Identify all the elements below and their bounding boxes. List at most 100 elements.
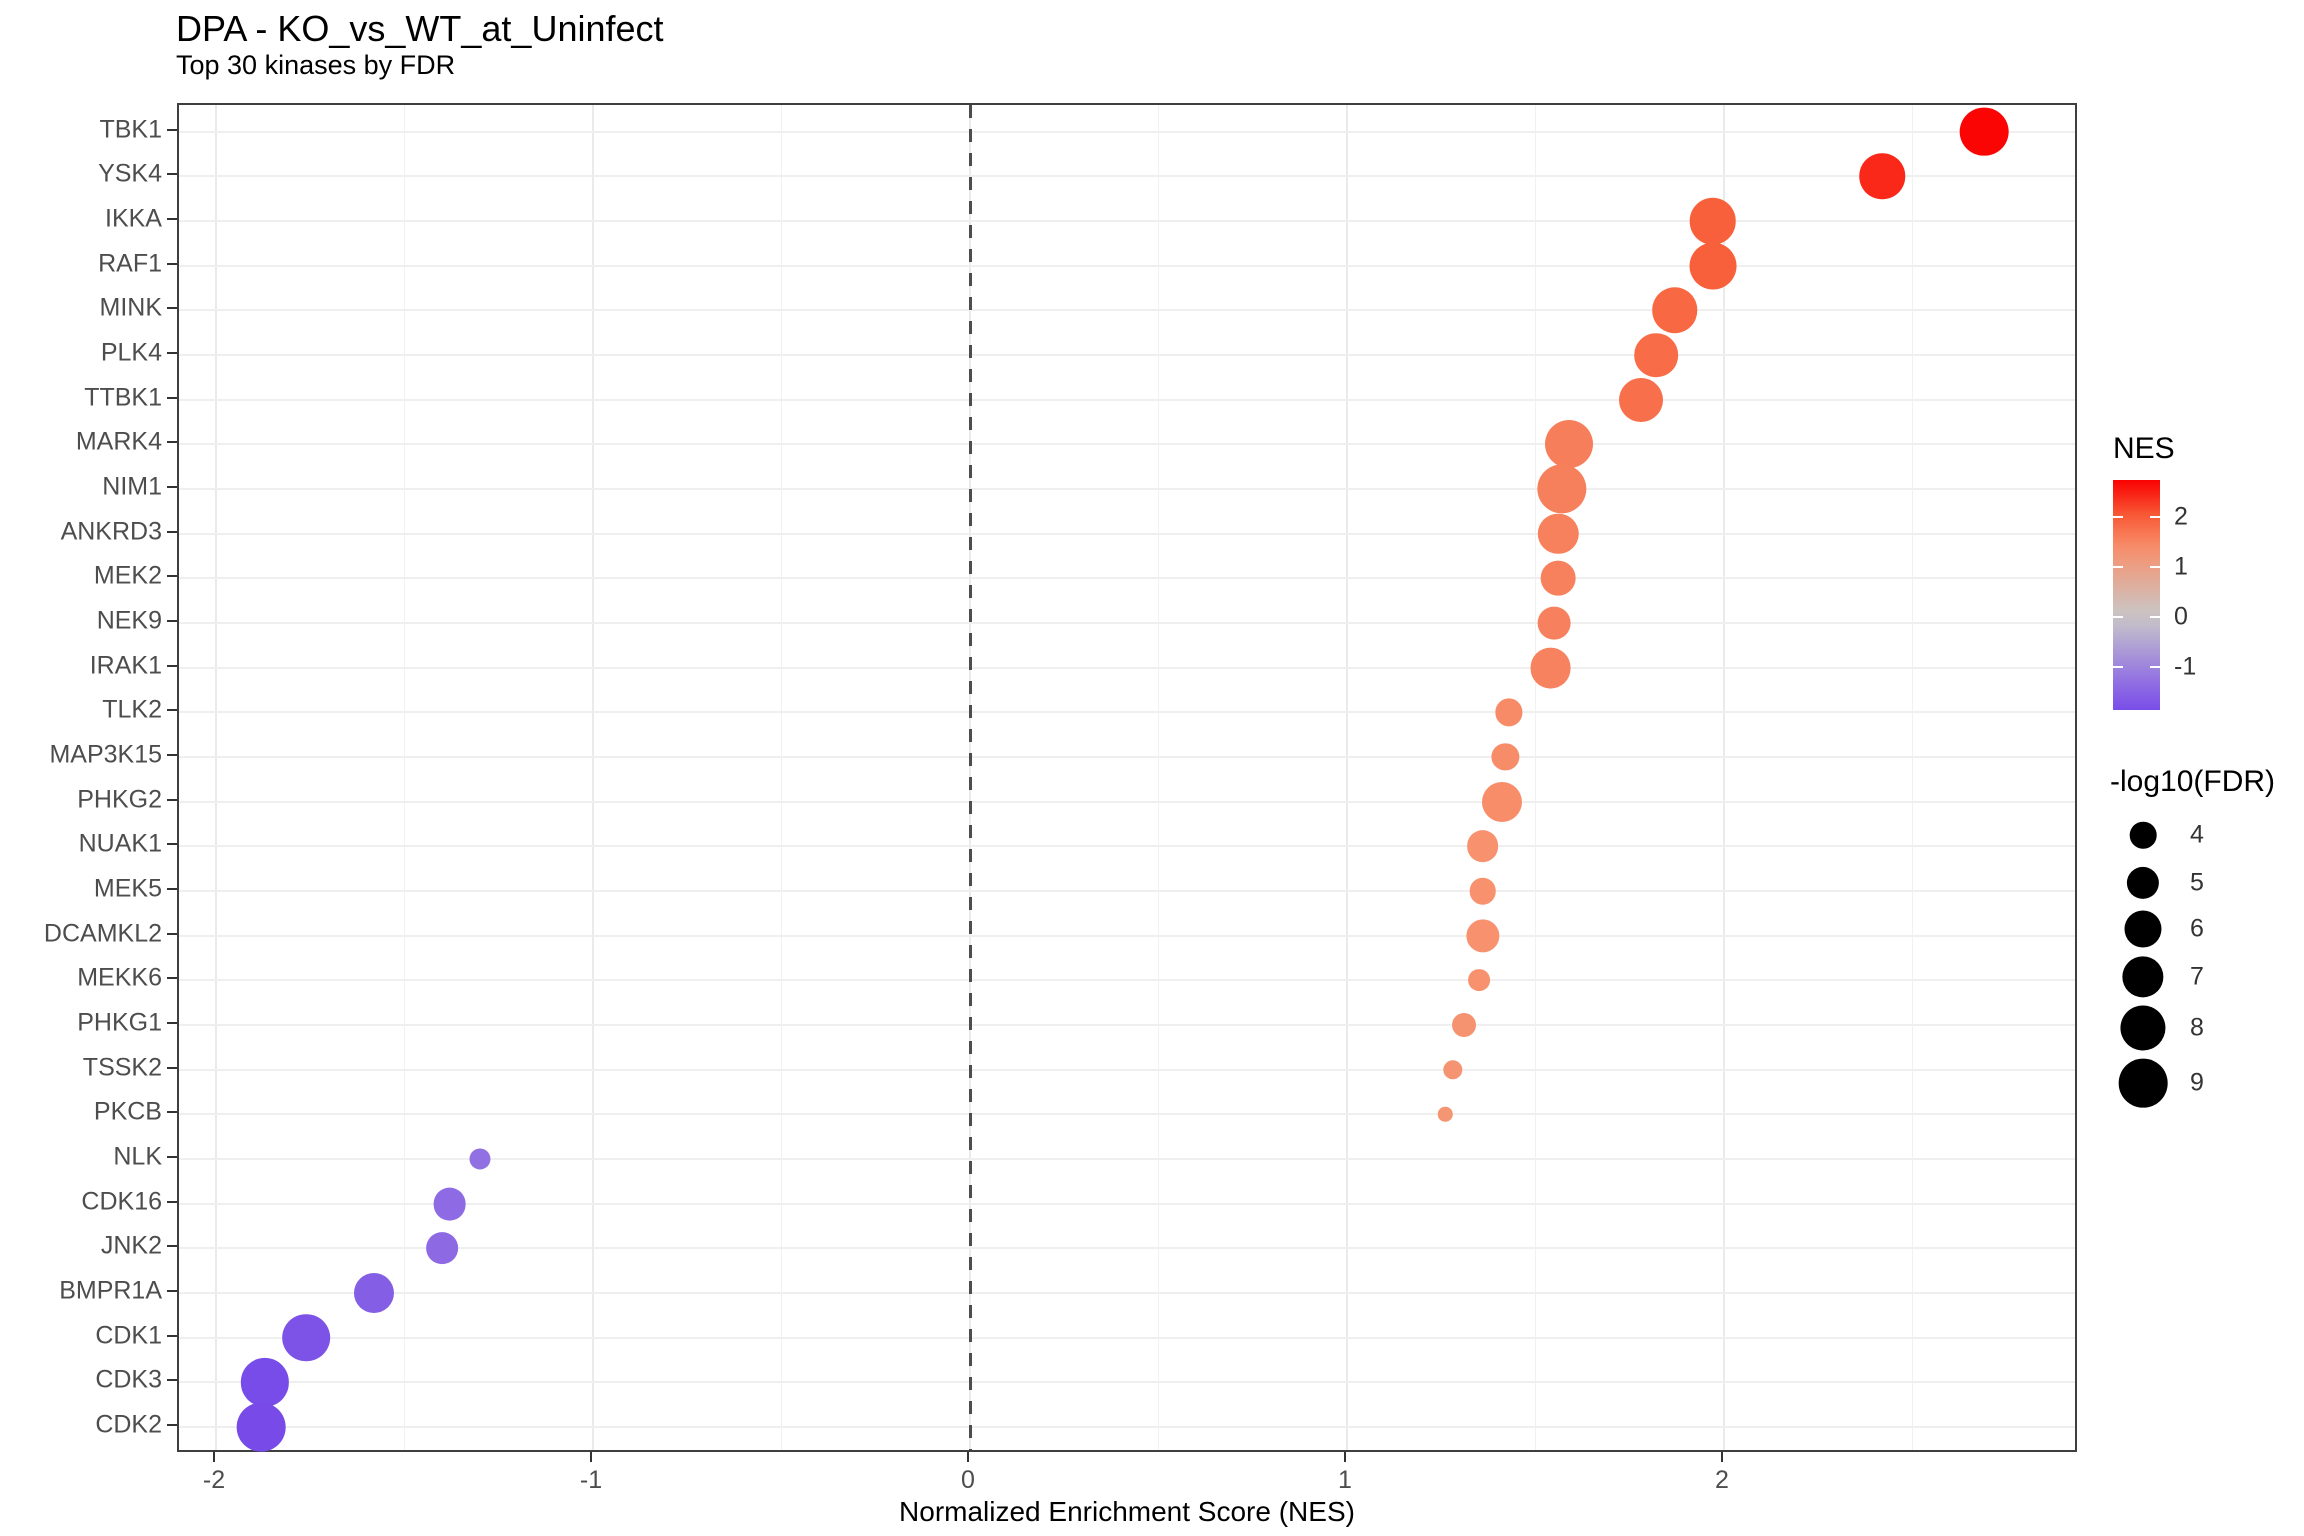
dot-PHKG1 [1451, 1013, 1476, 1038]
x-axis-title: Normalized Enrichment Score (NES) [899, 1496, 1355, 1527]
y-gridline [179, 1158, 2075, 1161]
nes-colorbar [2113, 480, 2160, 710]
fdr-size-key-dot-5 [2126, 866, 2160, 900]
y-axis-label-NUAK1: NUAK1 [78, 829, 162, 858]
dot-NEK9 [1537, 606, 1571, 640]
fdr-legend-title: -log10(FDR) [2110, 765, 2276, 798]
dot-TTBK1 [1619, 377, 1664, 422]
fdr-size-key-dot-7 [2122, 956, 2164, 998]
y-axis-label-PHKG1: PHKG1 [77, 1008, 162, 1037]
dot-CDK3 [240, 1358, 290, 1407]
y-axis-label-ANKRD3: ANKRD3 [60, 517, 162, 546]
y-axis-label-CDK16: CDK16 [81, 1187, 162, 1216]
x-gridline [1157, 105, 1159, 1450]
fdr-size-key-label-6: 6 [2190, 914, 2204, 943]
nes-colorbar-tick-label-0: 0 [2174, 602, 2188, 631]
y-gridline [179, 800, 2075, 803]
plot-subtitle: Top 30 kinases by FDR [176, 50, 456, 80]
dot-MAP3K15 [1491, 743, 1519, 771]
y-gridline [179, 979, 2075, 982]
y-axis-label-MARK4: MARK4 [75, 427, 162, 456]
dot-IKKA [1689, 197, 1736, 245]
nes-colorbar-tick-mark [2150, 566, 2160, 568]
y-axis-label-RAF1: RAF1 [98, 249, 162, 278]
y-tick-mark [167, 1379, 177, 1382]
plot-title: DPA - KO_vs_WT_at_Uninfect [176, 8, 664, 49]
y-gridline [179, 1113, 2075, 1116]
dot-JNK2 [426, 1232, 459, 1265]
y-axis-label-TTBK1: TTBK1 [84, 383, 162, 412]
y-axis-label-PHKG2: PHKG2 [77, 785, 162, 814]
y-tick-mark [167, 1424, 177, 1427]
dot-TBK1 [1959, 107, 2009, 157]
y-axis-label-CDK2: CDK2 [95, 1410, 162, 1439]
y-gridline [179, 890, 2075, 893]
y-gridline [179, 354, 2075, 357]
y-tick-mark [167, 352, 177, 355]
y-axis-label-MEK2: MEK2 [93, 561, 162, 590]
dot-PHKG2 [1481, 781, 1522, 822]
y-axis-label-IRAK1: IRAK1 [89, 651, 162, 680]
dot-PLK4 [1634, 333, 1678, 377]
y-axis-label-PLK4: PLK4 [100, 338, 162, 367]
y-tick-mark [167, 1200, 177, 1203]
y-gridline [179, 1292, 2075, 1295]
x-tick-mark [213, 1452, 215, 1462]
y-tick-mark [167, 620, 177, 623]
y-axis-label-NEK9: NEK9 [96, 606, 162, 635]
dot-NUAK1 [1466, 830, 1499, 863]
x-tick-mark [1721, 1452, 1723, 1462]
y-tick-mark [167, 843, 177, 846]
y-tick-mark [167, 128, 177, 131]
y-tick-mark [167, 888, 177, 891]
y-axis-label-YSK4: YSK4 [98, 159, 162, 188]
y-tick-mark [167, 396, 177, 399]
nes-colorbar-tick-mark [2150, 666, 2160, 668]
y-axis-label-BMPR1A: BMPR1A [59, 1276, 162, 1305]
y-axis-label-TBK1: TBK1 [99, 115, 162, 144]
y-tick-mark [167, 709, 177, 712]
x-gridline [1346, 105, 1348, 1450]
y-gridline [179, 130, 2075, 133]
y-gridline [179, 577, 2075, 580]
nes-legend-title: NES [2113, 432, 2175, 465]
y-axis-label-NLK: NLK [113, 1142, 162, 1171]
y-gridline [179, 1336, 2075, 1339]
y-axis-label-MAP3K15: MAP3K15 [49, 740, 162, 769]
y-tick-mark [167, 441, 177, 444]
dot-TLK2 [1495, 698, 1523, 727]
x-gridline [1911, 105, 1913, 1450]
y-gridline [179, 711, 2075, 714]
fdr-size-key-label-4: 4 [2190, 820, 2204, 849]
dot-MARK4 [1545, 420, 1594, 469]
y-axis-label-CDK1: CDK1 [95, 1321, 162, 1350]
y-tick-mark [167, 218, 177, 221]
nes-colorbar-tick-mark [2113, 616, 2123, 618]
dot-ANKRD3 [1537, 513, 1579, 555]
y-gridline [179, 1381, 2075, 1384]
nes-colorbar-tick-mark [2150, 616, 2160, 618]
x-axis-label-2: 2 [1715, 1466, 1729, 1494]
y-tick-mark [167, 530, 177, 533]
x-tick-mark [1344, 1452, 1346, 1462]
y-tick-mark [167, 1290, 177, 1293]
y-tick-mark [167, 798, 177, 801]
nes-colorbar-tick-mark [2150, 516, 2160, 518]
y-gridline [179, 1024, 2075, 1027]
dot-MEK5 [1469, 877, 1497, 905]
dot-TSSK2 [1442, 1060, 1463, 1080]
x-tick-mark [590, 1452, 592, 1462]
y-tick-mark [167, 1066, 177, 1069]
y-tick-mark [167, 1334, 177, 1337]
y-axis-label-TLK2: TLK2 [102, 695, 162, 724]
dot-IRAK1 [1530, 647, 1572, 689]
y-tick-mark [167, 575, 177, 578]
y-gridline [179, 934, 2075, 937]
y-gridline [179, 756, 2075, 759]
dot-MEKK6 [1468, 969, 1490, 992]
x-axis-label--1: -1 [579, 1466, 603, 1494]
y-gridline [179, 1247, 2075, 1250]
y-axis-label-NIM1: NIM1 [102, 472, 162, 501]
nes-colorbar-tick-label--1: -1 [2174, 652, 2197, 681]
dot-DCAMKL2 [1466, 919, 1500, 953]
